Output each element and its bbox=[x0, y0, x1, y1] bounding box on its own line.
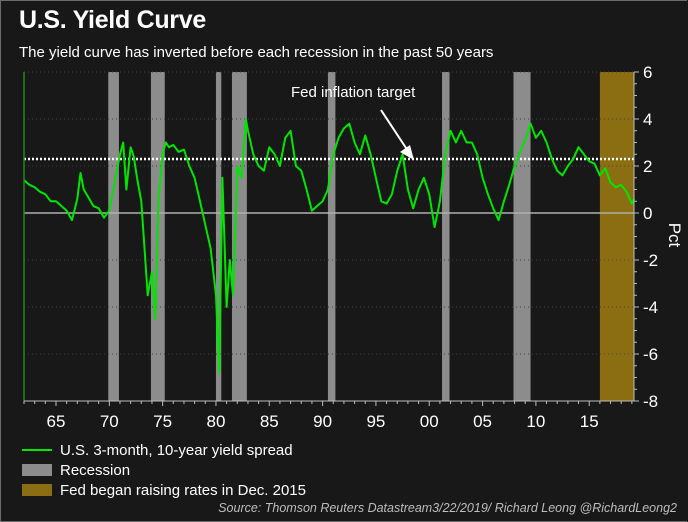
x-tick-label: 70 bbox=[100, 412, 119, 431]
legend-item-recession: Recession bbox=[22, 460, 306, 480]
legend-label: Fed began raising rates in Dec. 2015 bbox=[60, 481, 306, 499]
y-tick-label: -2 bbox=[643, 251, 658, 270]
recession-band bbox=[215, 72, 222, 401]
legend: U.S. 3-month, 10-year yield spread Reces… bbox=[22, 440, 306, 500]
x-tick-label: 00 bbox=[420, 412, 439, 431]
chart-title: U.S. Yield Curve bbox=[19, 6, 206, 34]
y-tick-label: 6 bbox=[643, 63, 652, 82]
x-tick-label: 05 bbox=[473, 412, 492, 431]
chart-subtitle: The yield curve has inverted before each… bbox=[19, 44, 494, 61]
y-tick-label: -8 bbox=[643, 392, 658, 411]
x-tick-label: 65 bbox=[47, 412, 66, 431]
legend-item-fed: Fed began raising rates in Dec. 2015 bbox=[22, 480, 306, 500]
legend-swatch-line bbox=[22, 449, 52, 451]
legend-label: U.S. 3-month, 10-year yield spread bbox=[60, 441, 293, 459]
spread-series-line bbox=[23, 118, 635, 374]
y-tick-label: 2 bbox=[643, 157, 652, 176]
y-tick-label: 0 bbox=[643, 204, 652, 223]
annotation-arrow bbox=[380, 109, 409, 152]
legend-label: Recession bbox=[60, 461, 131, 479]
legend-swatch-fed bbox=[22, 484, 52, 496]
x-tick-label: 80 bbox=[206, 412, 225, 431]
x-tick-label: 95 bbox=[366, 412, 385, 431]
y-tick-label: 4 bbox=[643, 110, 652, 129]
yield-curve-chart: 65 70 75 80 85 90 95 00 05 10 15 6 4 2 0 -2 -4 -6 -8 Fed i… bbox=[23, 63, 684, 431]
recession-band bbox=[327, 72, 336, 401]
legend-swatch-recession bbox=[22, 464, 52, 476]
x-tick-label: 15 bbox=[580, 412, 599, 431]
annotation-fed-inflation-target: Fed inflation target bbox=[291, 84, 416, 101]
fed-rate-hike-band bbox=[599, 72, 634, 401]
x-tick-label: 85 bbox=[260, 412, 279, 431]
recession-band bbox=[442, 72, 450, 401]
y-tick-label: -6 bbox=[643, 345, 658, 364]
recession-band bbox=[513, 72, 531, 401]
arrow-head-icon bbox=[400, 145, 414, 160]
x-tick-label: 10 bbox=[526, 412, 545, 431]
legend-item-spread: U.S. 3-month, 10-year yield spread bbox=[22, 440, 306, 460]
x-tick-label: 75 bbox=[153, 412, 172, 431]
x-tick-label: 90 bbox=[313, 412, 332, 431]
y-axis-label: Pct bbox=[665, 223, 684, 248]
recession-band bbox=[108, 72, 119, 401]
source-note: Source: Thomson Reuters Datastream3/22/2… bbox=[218, 501, 677, 515]
y-tick-label: -4 bbox=[643, 298, 658, 317]
